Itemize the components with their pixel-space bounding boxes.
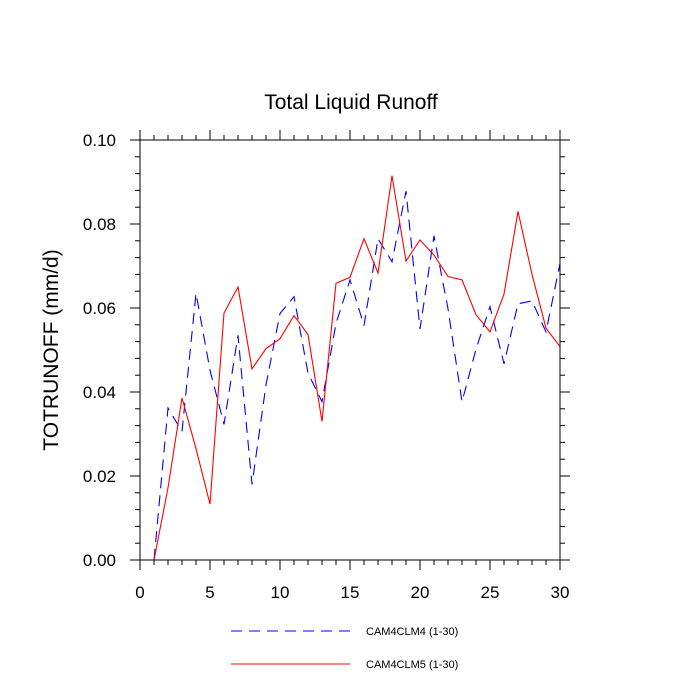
x-tick-label: 20 <box>411 583 430 602</box>
legend-label: CAM4CLM5 (1-30) <box>366 659 458 671</box>
axis-ticks <box>130 130 570 570</box>
plot-frame <box>139 139 561 561</box>
legend: CAM4CLM4 (1-30) CAM4CLM5 (1-30) <box>231 626 458 671</box>
x-tick-label: 5 <box>205 583 214 602</box>
y-tick-label: 0.10 <box>83 131 116 150</box>
axis-tick-labels: 0 5 10 15 20 25 30 0.00 0.02 0.04 0.06 0.08 0.10 <box>83 131 570 602</box>
series-line-2 <box>153 175 561 561</box>
y-tick-label: 0.08 <box>83 215 116 234</box>
x-tick-label: 10 <box>271 583 290 602</box>
y-tick-label: 0.06 <box>83 299 116 318</box>
plot-series <box>153 175 561 561</box>
x-tick-label: 0 <box>135 583 144 602</box>
y-tick-label: 0.02 <box>83 467 116 486</box>
y-axis-label: TOTRUNOFF (mm/d) <box>40 249 63 450</box>
x-tick-label: 15 <box>341 583 360 602</box>
chart-title: Total Liquid Runoff <box>264 91 438 114</box>
x-tick-label: 30 <box>551 583 570 602</box>
y-tick-label: 0.04 <box>83 383 116 402</box>
legend-label: CAM4CLM4 (1-30) <box>366 626 458 638</box>
series-line-1 <box>153 191 561 561</box>
y-tick-label: 0.00 <box>83 551 116 570</box>
x-tick-label: 25 <box>481 583 500 602</box>
